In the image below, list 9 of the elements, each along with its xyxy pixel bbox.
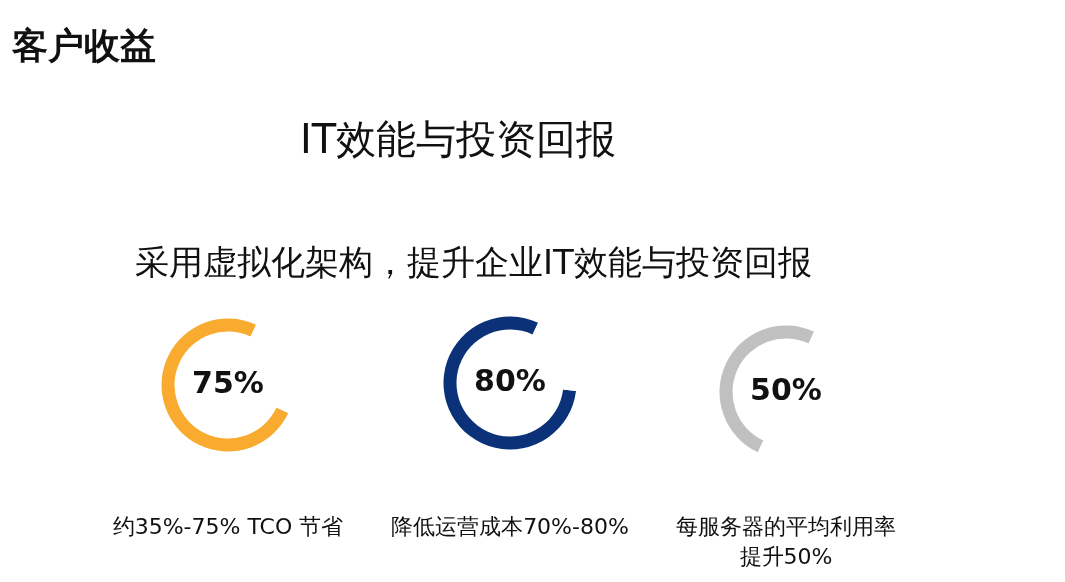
text: 客户收益 [12,24,156,68]
text: 约35%-75% TCO 节省 [111,513,345,541]
data-label: 75% [191,365,265,400]
text: 采用虚拟化架构，提升企业IT效能与投资回报 [135,241,812,284]
data-label: 50% [749,372,823,407]
text: IT效能与投资回报 [300,115,617,164]
text: 降低运营成本70%-80% [390,513,630,541]
text: 每服务器的平均利用率提升50% [676,513,896,571]
data-label: 80% [473,363,547,398]
